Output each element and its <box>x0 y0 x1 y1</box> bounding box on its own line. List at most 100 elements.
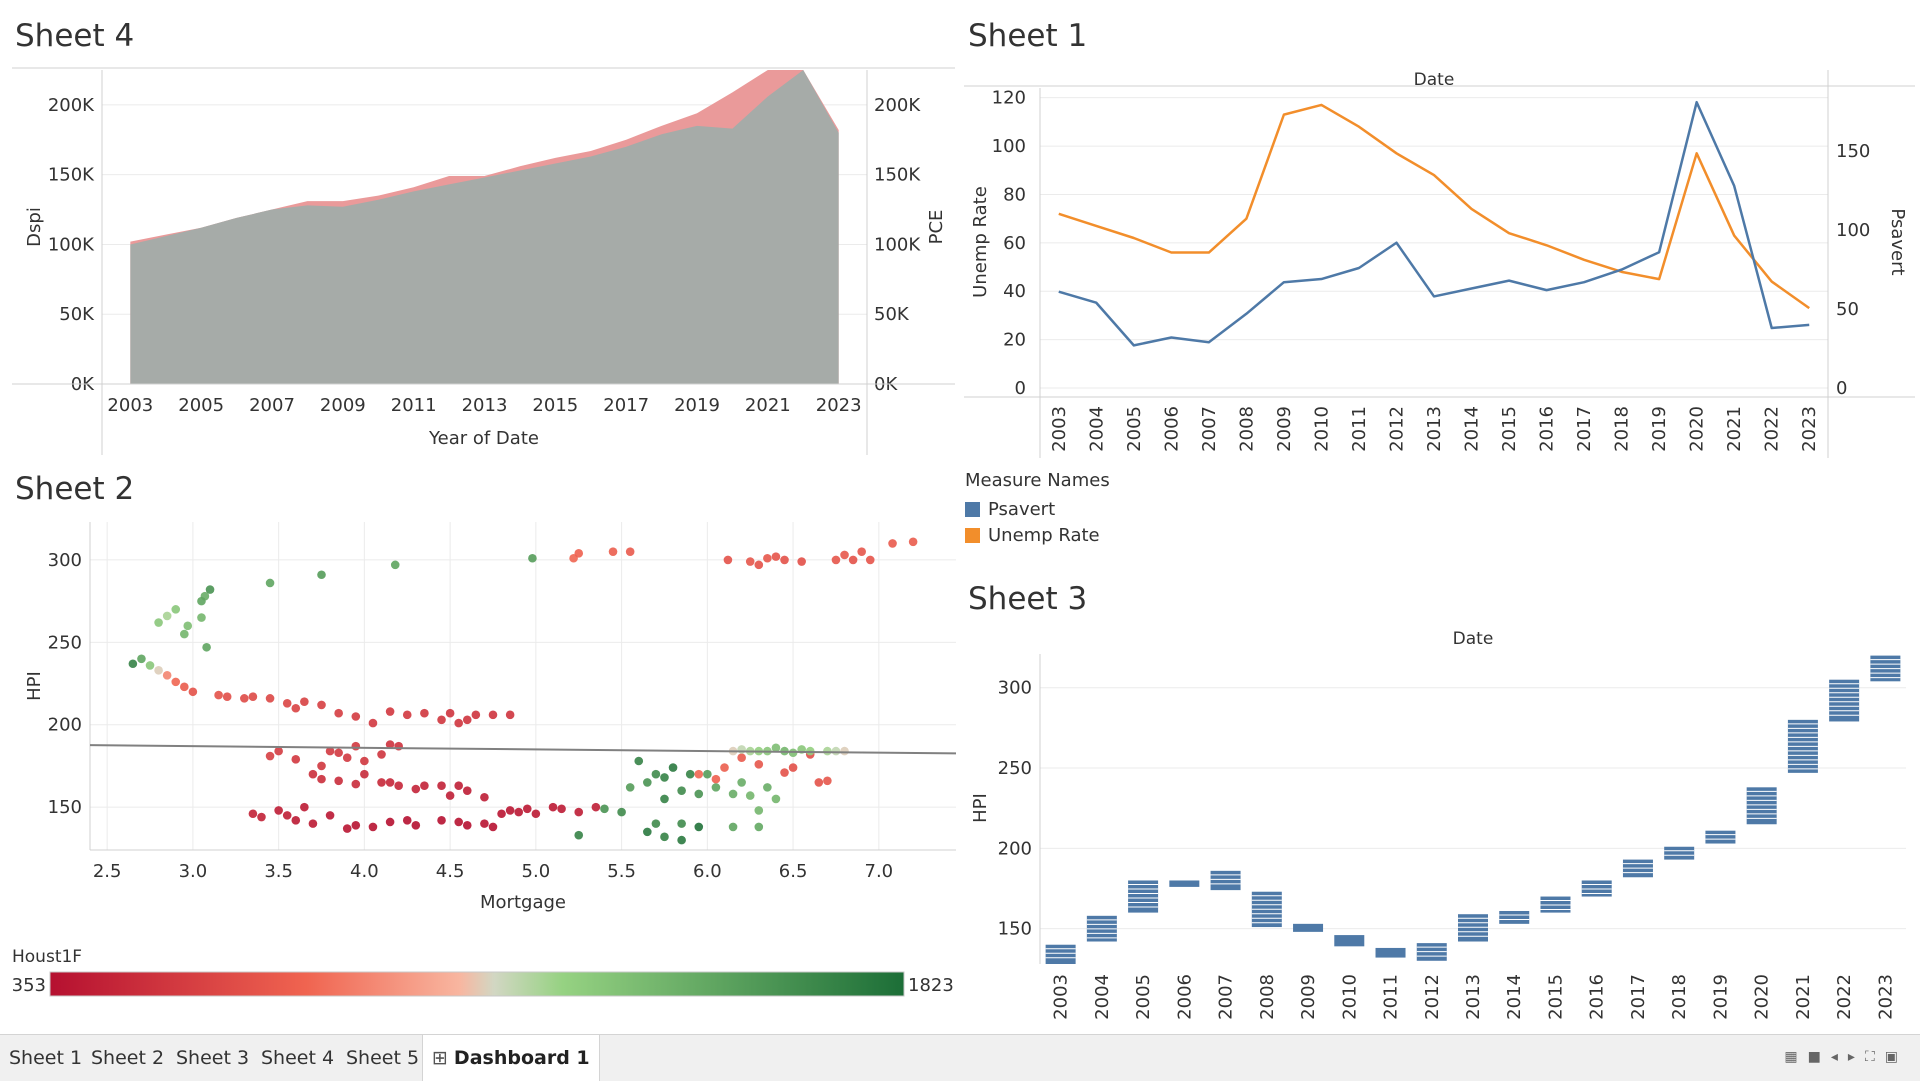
area-series-pce <box>130 70 839 384</box>
scatter-point <box>368 822 378 832</box>
scatter-point <box>402 816 412 825</box>
scatter-point <box>831 746 841 756</box>
color-legend-min: 353 <box>12 975 46 996</box>
scatter-point <box>197 596 206 606</box>
bar-y-tick-label: 300 <box>998 678 1032 699</box>
line-x-tick-label: 2008 <box>1236 406 1257 452</box>
area-x-tick-label: 2003 <box>107 395 153 416</box>
scatter-point <box>840 746 849 756</box>
scatter-point <box>660 832 669 842</box>
grid-view-icon[interactable]: ▦ <box>1784 1049 1808 1065</box>
tab-sheet-3[interactable]: Sheet 3 <box>167 1035 258 1081</box>
bar-range-mark <box>1169 880 1200 887</box>
scatter-point <box>462 715 472 725</box>
scatter-y-tick-label: 300 <box>48 550 82 571</box>
scatter-point <box>888 539 897 548</box>
scatter-point <box>180 629 189 639</box>
scatter-point <box>334 708 343 718</box>
scatter-point <box>317 774 326 784</box>
scatter-point <box>162 670 172 680</box>
fullscreen-icon[interactable]: ⛶ <box>1864 1049 1885 1065</box>
scatter-point <box>840 550 849 560</box>
bar-x-tick-label: 2014 <box>1504 974 1525 1020</box>
legend-label-unemp-rate: Unemp Rate <box>988 524 1100 546</box>
tab-sheet-1-label: Sheet 1 <box>9 1047 83 1069</box>
bar-x-tick-label: 2004 <box>1092 974 1113 1020</box>
bar-y-tick-label: 200 <box>998 838 1032 859</box>
line-x-tick-label: 2007 <box>1199 406 1220 452</box>
sheet1-title: Sheet 1 <box>968 18 1088 54</box>
present-icon[interactable]: ▣ <box>1884 1049 1908 1065</box>
bar-range-mark <box>1458 914 1488 942</box>
bar-x-tick-label: 2006 <box>1174 974 1195 1020</box>
sheet2-scatter-chart[interactable]: 2.5 3.0 3.5 4.0 4.5 5.0 5.5 6.0 6.5 7.0 150 200 250 3… <box>0 460 960 1000</box>
scatter-point <box>514 807 524 817</box>
scatter-point <box>445 708 455 718</box>
bar-x-tick-label: 2009 <box>1298 974 1319 1020</box>
scatter-point <box>265 578 275 588</box>
tab-sheet-4[interactable]: Sheet 4 <box>252 1035 343 1081</box>
scatter-point <box>677 819 686 828</box>
sheet3-bar-chart[interactable]: Date 150 200 250 300 2003 2004 2005 2006 2007 2008… <box>960 590 1920 1030</box>
scatter-trend-line <box>89 744 957 755</box>
scatter-point <box>214 690 223 700</box>
scatter-point <box>574 807 584 817</box>
bar-y-tick-label: 150 <box>998 919 1032 940</box>
scatter-point <box>780 555 789 565</box>
scatter-x-tick-label: 6.0 <box>693 861 722 882</box>
scatter-point <box>694 769 704 779</box>
scatter-point <box>788 763 798 772</box>
line-x-tick-label: 2015 <box>1499 406 1520 452</box>
scatter-point <box>445 791 455 800</box>
legend-item-psavert[interactable]: Psavert <box>965 496 1110 522</box>
scatter-point <box>694 822 704 832</box>
scatter-point <box>737 778 746 787</box>
scatter-point <box>402 710 412 720</box>
scatter-y-tick-label: 200 <box>48 715 82 736</box>
slide-view-icon[interactable]: ■ <box>1807 1049 1831 1065</box>
scatter-point <box>771 743 781 753</box>
scatter-point <box>548 802 558 812</box>
area-y-tick-label: 50K <box>59 304 95 325</box>
tab-sheet-5[interactable]: Sheet 5 <box>337 1035 428 1081</box>
scatter-point <box>488 710 498 720</box>
scatter-point <box>771 552 781 561</box>
scatter-point <box>128 659 138 669</box>
line-x-tick-label: 2012 <box>1386 406 1407 452</box>
scatter-point <box>723 555 733 565</box>
bar-header-title: Date <box>1453 629 1494 649</box>
tab-dashboard-1[interactable]: ⊞ Dashboard 1 <box>422 1035 600 1081</box>
scatter-point <box>823 776 832 786</box>
sheet1-line-chart[interactable]: Date 0 20 40 60 80 100 120 0 50 100 150 2003 2004 2005… <box>960 0 1920 470</box>
scatter-point <box>462 786 472 795</box>
scatter-point <box>454 817 463 827</box>
line-x-tick-label: 2003 <box>1049 406 1070 452</box>
area-x-tick-label: 2015 <box>532 395 578 416</box>
scatter-point <box>154 666 163 675</box>
scatter-point <box>780 768 789 777</box>
prev-arrow-icon[interactable]: ◂ <box>1830 1049 1848 1065</box>
scatter-point <box>480 792 489 802</box>
scatter-point <box>308 769 318 779</box>
scatter-point <box>625 547 635 556</box>
tab-sheet-2[interactable]: Sheet 2 <box>82 1035 173 1081</box>
scatter-y-tick-label: 150 <box>48 797 82 818</box>
scatter-point <box>754 822 764 832</box>
next-arrow-icon[interactable]: ▸ <box>1847 1049 1865 1065</box>
tab-sheet-2-label: Sheet 2 <box>91 1047 165 1069</box>
sheet3-title: Sheet 3 <box>968 581 1088 617</box>
scatter-x-tick-label: 4.5 <box>436 861 465 882</box>
line-y2-tick-label: 50 <box>1836 299 1859 320</box>
bar-x-tick-label: 2012 <box>1422 974 1443 1020</box>
scatter-point <box>600 804 609 814</box>
area-x-tick-label: 2013 <box>462 395 508 416</box>
scatter-point <box>162 611 172 621</box>
scatter-point <box>202 642 211 652</box>
legend-item-unemp-rate[interactable]: Unemp Rate <box>965 522 1110 548</box>
scatter-point <box>334 748 343 758</box>
bar-x-tick-label: 2021 <box>1793 974 1814 1020</box>
tab-sheet-3-label: Sheet 3 <box>176 1047 250 1069</box>
tab-sheet-1[interactable]: Sheet 1 <box>0 1035 91 1081</box>
line-y-tick-label: 60 <box>1003 233 1026 254</box>
